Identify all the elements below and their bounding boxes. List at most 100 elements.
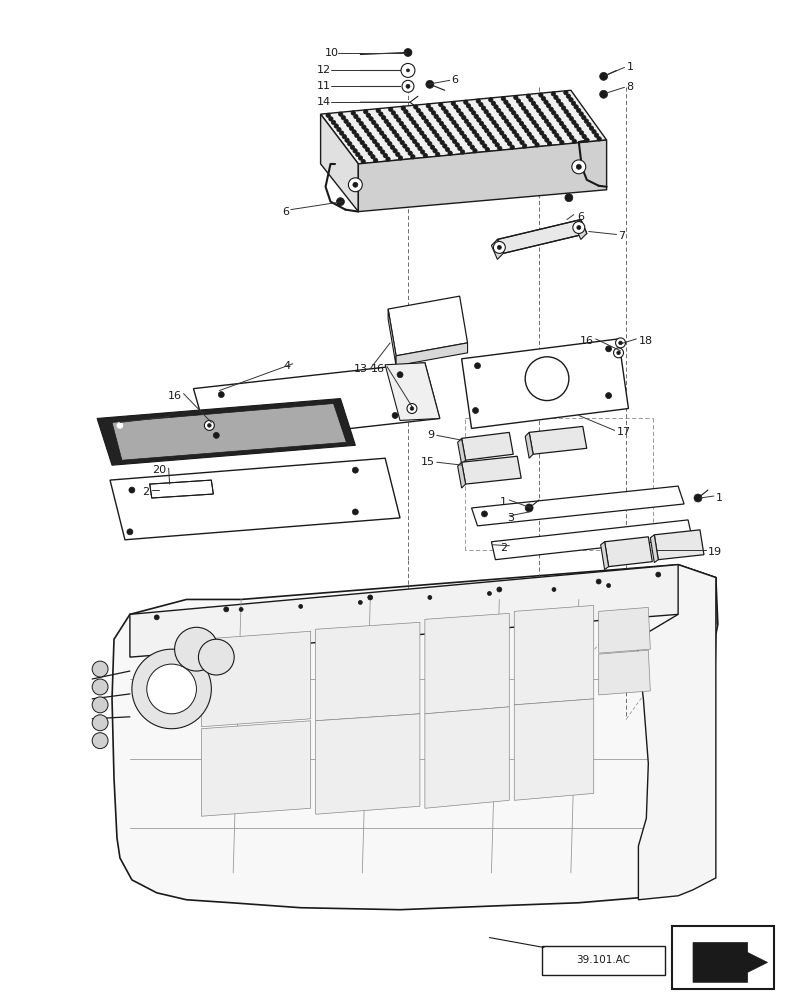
Ellipse shape bbox=[92, 715, 108, 731]
Ellipse shape bbox=[349, 126, 354, 131]
Ellipse shape bbox=[440, 140, 444, 145]
Ellipse shape bbox=[391, 111, 395, 115]
Ellipse shape bbox=[364, 129, 368, 133]
Ellipse shape bbox=[406, 404, 416, 413]
Text: 6: 6 bbox=[281, 207, 289, 217]
Ellipse shape bbox=[363, 110, 367, 114]
Ellipse shape bbox=[353, 149, 357, 153]
Ellipse shape bbox=[516, 118, 521, 122]
Ellipse shape bbox=[393, 114, 397, 119]
Ellipse shape bbox=[514, 133, 518, 138]
Ellipse shape bbox=[361, 125, 366, 129]
Ellipse shape bbox=[525, 357, 569, 401]
Ellipse shape bbox=[425, 80, 433, 88]
Text: 4: 4 bbox=[283, 361, 290, 371]
Ellipse shape bbox=[599, 72, 607, 80]
Ellipse shape bbox=[423, 153, 427, 158]
Ellipse shape bbox=[576, 108, 580, 113]
Ellipse shape bbox=[553, 114, 558, 119]
Ellipse shape bbox=[559, 140, 564, 145]
Ellipse shape bbox=[548, 107, 552, 111]
Ellipse shape bbox=[352, 509, 358, 515]
Ellipse shape bbox=[460, 150, 464, 154]
Ellipse shape bbox=[556, 137, 560, 141]
Ellipse shape bbox=[500, 96, 505, 101]
Ellipse shape bbox=[92, 733, 108, 749]
Ellipse shape bbox=[546, 104, 550, 108]
Ellipse shape bbox=[478, 102, 483, 107]
Polygon shape bbox=[130, 565, 715, 657]
Ellipse shape bbox=[418, 112, 423, 116]
Ellipse shape bbox=[584, 138, 588, 142]
Ellipse shape bbox=[596, 137, 601, 141]
Ellipse shape bbox=[543, 119, 548, 123]
Ellipse shape bbox=[478, 121, 483, 126]
Ellipse shape bbox=[338, 112, 342, 116]
Polygon shape bbox=[598, 607, 650, 653]
Ellipse shape bbox=[485, 147, 489, 152]
Ellipse shape bbox=[410, 407, 414, 410]
Ellipse shape bbox=[331, 120, 335, 125]
Ellipse shape bbox=[513, 95, 517, 100]
Ellipse shape bbox=[589, 126, 593, 130]
Ellipse shape bbox=[572, 222, 584, 233]
Ellipse shape bbox=[385, 157, 390, 161]
Ellipse shape bbox=[424, 138, 429, 142]
Ellipse shape bbox=[345, 138, 349, 142]
Ellipse shape bbox=[453, 105, 457, 109]
Ellipse shape bbox=[341, 116, 345, 120]
Text: 2: 2 bbox=[500, 543, 507, 553]
Ellipse shape bbox=[347, 142, 351, 146]
Ellipse shape bbox=[525, 504, 533, 512]
Ellipse shape bbox=[344, 119, 348, 123]
Polygon shape bbox=[97, 399, 355, 465]
Ellipse shape bbox=[472, 149, 477, 153]
Ellipse shape bbox=[605, 346, 611, 352]
Ellipse shape bbox=[353, 182, 358, 187]
Polygon shape bbox=[513, 605, 593, 705]
Ellipse shape bbox=[438, 102, 443, 107]
Ellipse shape bbox=[386, 123, 391, 127]
Ellipse shape bbox=[444, 128, 448, 133]
Ellipse shape bbox=[403, 110, 408, 114]
Ellipse shape bbox=[373, 158, 377, 162]
Ellipse shape bbox=[92, 679, 108, 695]
Text: 3: 3 bbox=[507, 513, 513, 523]
Ellipse shape bbox=[355, 152, 359, 157]
Polygon shape bbox=[384, 363, 440, 420]
Ellipse shape bbox=[377, 146, 382, 151]
Ellipse shape bbox=[481, 511, 487, 517]
Ellipse shape bbox=[406, 132, 411, 136]
Ellipse shape bbox=[358, 156, 363, 160]
Text: 7: 7 bbox=[618, 231, 625, 241]
Ellipse shape bbox=[554, 133, 558, 137]
Ellipse shape bbox=[154, 615, 159, 620]
Ellipse shape bbox=[536, 108, 540, 113]
Ellipse shape bbox=[531, 120, 535, 124]
Ellipse shape bbox=[483, 109, 487, 114]
Ellipse shape bbox=[464, 119, 468, 123]
Ellipse shape bbox=[381, 115, 385, 120]
Ellipse shape bbox=[341, 134, 346, 139]
Polygon shape bbox=[112, 565, 717, 910]
Ellipse shape bbox=[618, 341, 621, 345]
Ellipse shape bbox=[449, 136, 453, 140]
Ellipse shape bbox=[466, 123, 470, 127]
FancyBboxPatch shape bbox=[542, 946, 664, 975]
Ellipse shape bbox=[509, 145, 513, 149]
Ellipse shape bbox=[561, 125, 565, 129]
Ellipse shape bbox=[489, 136, 494, 140]
Ellipse shape bbox=[418, 146, 422, 151]
Ellipse shape bbox=[213, 432, 219, 438]
Ellipse shape bbox=[298, 604, 303, 608]
Ellipse shape bbox=[613, 348, 623, 358]
Ellipse shape bbox=[494, 124, 498, 128]
Text: 39.101.AC: 39.101.AC bbox=[576, 955, 630, 965]
Ellipse shape bbox=[409, 117, 413, 121]
Ellipse shape bbox=[427, 595, 431, 599]
Polygon shape bbox=[650, 535, 658, 563]
Polygon shape bbox=[491, 520, 691, 560]
Ellipse shape bbox=[599, 90, 607, 98]
Ellipse shape bbox=[339, 131, 343, 135]
Ellipse shape bbox=[454, 124, 458, 128]
